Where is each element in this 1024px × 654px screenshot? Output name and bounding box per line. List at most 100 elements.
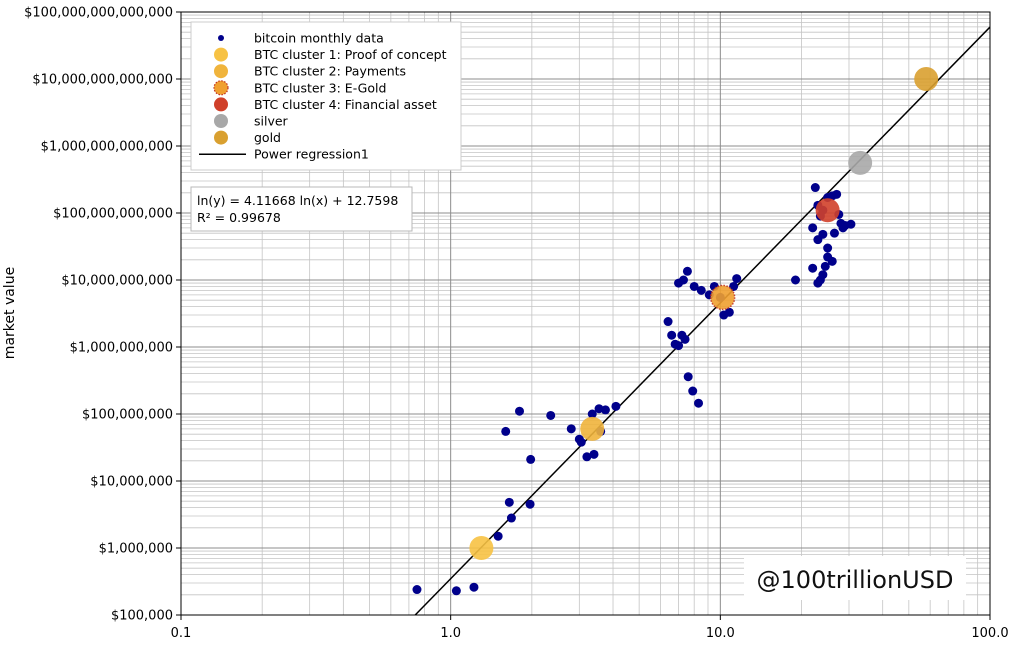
bitcoin-data-point (582, 452, 592, 462)
watermark-text: @100trillionUSD (757, 566, 954, 594)
bitcoin-data-point (808, 223, 818, 233)
bitcoin-data-point (589, 449, 599, 459)
legend-marker-dot (218, 35, 224, 41)
bitcoin-data-point (682, 266, 692, 276)
bitcoin-data-point (451, 586, 461, 596)
legend-item: bitcoin monthly data (218, 31, 384, 46)
legend-label: BTC cluster 2: Payments (254, 64, 406, 79)
legend-marker-circle (213, 80, 229, 96)
regression-equation-box: ln(y) = 4.11668 ln(x) + 12.7598 R² = 0.9… (190, 186, 413, 232)
legend-item: BTC cluster 2: Payments (214, 64, 406, 79)
bitcoin-data-point (506, 513, 516, 523)
bitcoin-data-point (546, 410, 556, 420)
equation-frame (190, 186, 413, 232)
y-tick-label: $10,000,000 (90, 475, 173, 490)
legend-item: BTC cluster 1: Proof of concept (214, 47, 447, 62)
legend-label: bitcoin monthly data (254, 31, 384, 46)
data-points (412, 67, 939, 596)
bitcoin-data-point (732, 274, 742, 284)
bitcoin-data-point (501, 426, 511, 436)
legend-item: BTC cluster 3: E-Gold (213, 80, 386, 96)
legend-marker-circle (214, 64, 228, 79)
legend-label: gold (254, 130, 281, 145)
bitcoin-data-point (526, 454, 536, 464)
legend-marker-circle (214, 97, 228, 112)
x-tick-label: 0.1 (171, 626, 192, 641)
y-tick-label: $10,000,000,000,000 (32, 73, 173, 88)
bitcoin-data-point (724, 307, 734, 317)
silver-point (848, 150, 873, 175)
bitcoin-data-point (820, 261, 830, 271)
bitcoin-data-point (515, 406, 525, 416)
bitcoin-data-point (667, 330, 677, 340)
bitcoin-data-point (832, 189, 842, 199)
bitcoin-data-point (525, 499, 535, 509)
bitcoin-data-point (469, 582, 479, 592)
bitcoin-data-point (791, 275, 801, 285)
bitcoin-data-point (729, 281, 739, 291)
bitcoin-data-point (412, 585, 422, 595)
plot-frame (180, 11, 991, 616)
btc-cluster-2-payments-point (580, 416, 605, 441)
btc-cluster-4-financial-asset-point (815, 198, 840, 223)
bitcoin-data-point (696, 285, 706, 295)
bitcoin-data-point (810, 183, 820, 193)
y-tick-label: $1,000,000,000,000 (41, 140, 173, 155)
bitcoin-data-point (689, 281, 699, 291)
bitcoin-data-point (823, 243, 833, 253)
bitcoin-data-point (846, 219, 856, 229)
watermark-background (744, 556, 966, 600)
y-tick-label: $1,000,000,000 (70, 341, 173, 356)
legend-marker-circle (214, 130, 228, 145)
y-tick-label: $100,000,000,000 (53, 207, 173, 222)
y-tick-label: $100,000,000,000,000 (24, 6, 173, 21)
gold-point (914, 67, 939, 91)
bitcoin-data-point (663, 317, 673, 327)
legend-label: BTC cluster 4: Financial asset (254, 97, 437, 112)
y-axis-label: market value (2, 267, 18, 359)
bitcoin-data-point (576, 437, 586, 447)
bitcoin-data-point (683, 372, 693, 382)
x-tick-label: 10.0 (706, 626, 735, 641)
y-tick-label: $100,000 (111, 609, 173, 624)
legend-label: BTC cluster 3: E-Gold (254, 80, 386, 95)
x-tick-label: 100.0 (971, 626, 1008, 641)
bitcoin-data-point (493, 531, 503, 541)
legend-marker-circle (214, 114, 228, 128)
bitcoin-data-point (694, 398, 704, 408)
bitcoin-data-point (611, 401, 621, 411)
y-tick-label: $100,000,000 (82, 408, 173, 423)
bitcoin-data-point (504, 497, 514, 507)
btc-cluster-1-proof-of-concept-point (469, 536, 494, 560)
x-tick-label: 1.0 (440, 626, 461, 641)
legend-label: Power regression1 (254, 147, 369, 162)
legend-box (190, 21, 462, 171)
bitcoin-data-point (688, 386, 698, 396)
legend-item: BTC cluster 4: Financial asset (214, 97, 437, 112)
y-axis: $100,000 $1,000,000 $10,000,000 $100,000,00… (24, 6, 181, 624)
legend-label: BTC cluster 1: Proof of concept (254, 47, 447, 62)
bitcoin-data-point (587, 409, 597, 419)
legend-item: Power regression1 (199, 147, 369, 162)
bitcoin-data-point (680, 334, 690, 344)
bitcoin-data-point (808, 263, 818, 273)
bitcoin-data-point (827, 256, 837, 266)
bitcoin-data-point (818, 229, 828, 239)
y-tick-label: $10,000,000,000 (61, 274, 173, 289)
regression-equation: ln(y) = 4.11668 ln(x) + 12.7598 (197, 193, 398, 208)
bitcoin-data-point (818, 270, 828, 280)
grid-minor (181, 12, 990, 615)
legend-item: gold (214, 130, 281, 145)
bitcoin-data-point (674, 341, 684, 351)
bitcoin-data-point (600, 405, 610, 415)
legend-item: silver (214, 114, 289, 129)
legend-marker-circle (214, 47, 228, 62)
bitcoin-data-point (829, 228, 839, 238)
regression-r-squared: R² = 0.99678 (197, 210, 281, 225)
bitcoin-data-point (678, 275, 688, 285)
watermark: @100trillionUSD (744, 556, 966, 600)
legend-label: silver (254, 114, 289, 129)
